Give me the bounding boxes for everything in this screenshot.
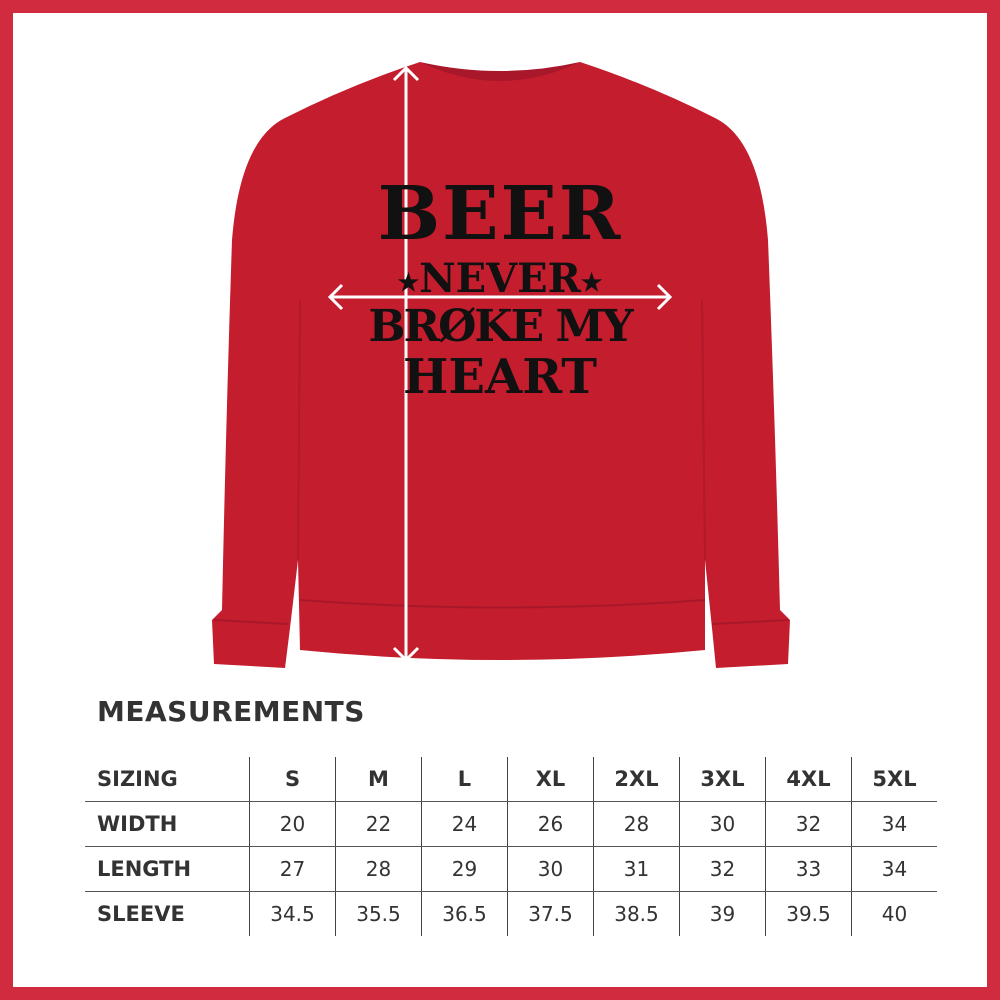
size-chart-table: SIZING S M L XL 2XL 3XL 4XL 5XL WIDTH 20… xyxy=(85,757,937,936)
cell: 20 xyxy=(249,801,336,847)
collar xyxy=(420,62,580,81)
cell: 39.5 xyxy=(765,891,852,936)
cell: 28 xyxy=(593,801,680,847)
size-header: S xyxy=(249,757,336,802)
waist-rib-seam xyxy=(299,599,706,609)
cell: 27 xyxy=(249,846,336,892)
cell: 24 xyxy=(421,801,508,847)
cell: 34.5 xyxy=(249,891,336,936)
size-header: 3XL xyxy=(679,757,766,802)
size-header: L xyxy=(421,757,508,802)
cuff-seams xyxy=(213,619,789,625)
header-label: SIZING xyxy=(85,757,250,802)
side-seams xyxy=(297,299,706,561)
cell: 31 xyxy=(593,846,680,892)
star-icon: ★ xyxy=(580,267,603,297)
row-label: LENGTH xyxy=(85,846,250,892)
cell: 28 xyxy=(335,846,422,892)
size-header: 4XL xyxy=(765,757,852,802)
cell: 29 xyxy=(421,846,508,892)
table-row: WIDTH 20 22 24 26 28 30 32 34 xyxy=(85,801,937,847)
print-line-1: BEER xyxy=(377,171,623,257)
shirt-print-graphic: BEER ★NEVER★ BRØKE MY HEART xyxy=(340,171,660,405)
print-line-2: ★NEVER★ xyxy=(340,254,660,302)
print-line-3: BRØKE MY xyxy=(368,300,633,352)
cell: 40 xyxy=(851,891,937,936)
sweatshirt-body xyxy=(212,62,790,668)
cell: 36.5 xyxy=(421,891,508,936)
row-label: WIDTH xyxy=(85,801,250,847)
table-row: LENGTH 27 28 29 30 31 32 33 34 xyxy=(85,846,937,892)
cell: 34 xyxy=(851,846,937,892)
size-header: 2XL xyxy=(593,757,680,802)
cell: 30 xyxy=(507,846,594,892)
table-row: SLEEVE 34.5 35.5 36.5 37.5 38.5 39 39.5 … xyxy=(85,891,937,936)
size-header: 5XL xyxy=(851,757,937,802)
cell: 34 xyxy=(851,801,937,847)
cell: 37.5 xyxy=(507,891,594,936)
cell: 35.5 xyxy=(335,891,422,936)
cell: 38.5 xyxy=(593,891,680,936)
table-header-row: SIZING S M L XL 2XL 3XL 4XL 5XL xyxy=(85,757,937,802)
cell: 22 xyxy=(335,801,422,847)
measurements-title: MEASUREMENTS xyxy=(97,695,365,728)
size-header: XL xyxy=(507,757,594,802)
cell: 33 xyxy=(765,846,852,892)
measure-arrows xyxy=(327,65,673,663)
cell: 32 xyxy=(765,801,852,847)
cell: 39 xyxy=(679,891,766,936)
size-header: M xyxy=(335,757,422,802)
star-icon: ★ xyxy=(397,267,420,297)
print-line-4: HEART xyxy=(403,348,597,405)
print-never: NEVER xyxy=(419,254,581,302)
row-label: SLEEVE xyxy=(97,902,185,926)
sweatshirt-image xyxy=(212,62,790,668)
cell: 26 xyxy=(507,801,594,847)
cell: 30 xyxy=(679,801,766,847)
cell: 32 xyxy=(679,846,766,892)
